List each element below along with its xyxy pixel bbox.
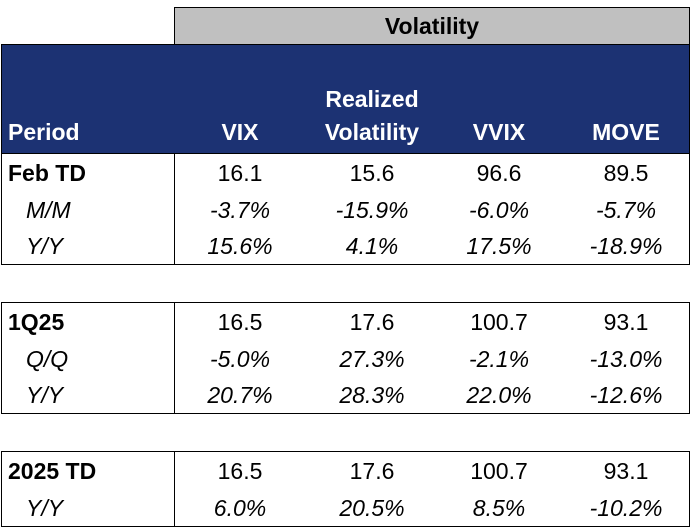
row-label: Y/Y [26,233,64,259]
cell-vvix: -2.1% [468,346,530,372]
cell-vix: 16.1 [217,160,263,186]
cell-vix: 16.5 [217,458,263,484]
table-row: Y/Y 15.6% 4.1% 17.5% -18.9% [2,228,689,265]
header-vix: VIX [221,119,259,145]
cell-vix: 20.7% [207,382,273,408]
cell-vvix: 100.7 [470,458,528,484]
cell-move: -12.6% [589,382,663,408]
table-title: Volatility [174,7,690,45]
cell-realized: 27.3% [339,346,405,372]
table-header: Period VIX Realized Volatility VVIX MOVE [1,44,690,154]
table-row: M/M -3.7% -15.9% -6.0% -5.7% [2,192,689,229]
table-row: Q/Q -5.0% 27.3% -2.1% -13.0% [2,341,689,378]
cell-realized: 17.6 [349,309,395,335]
row-label: Y/Y [26,495,64,521]
column-divider [174,303,175,413]
table-row: 2025 TD 16.5 17.6 100.7 93.1 [2,453,689,490]
header-vvix: VVIX [472,119,526,145]
cell-vvix: 96.6 [476,160,522,186]
cell-move: -18.9% [589,233,663,259]
cell-vvix: 8.5% [472,495,526,521]
column-divider [174,154,175,264]
cell-realized: 15.6 [349,160,395,186]
row-label: Q/Q [26,346,69,372]
table-row: Y/Y 6.0% 20.5% 8.5% -10.2% [2,490,689,527]
cell-vix: 15.6% [207,233,273,259]
cell-vix: -3.7% [209,197,271,223]
cell-realized: -15.9% [335,197,409,223]
cell-vix: -5.0% [209,346,271,372]
section-feb-td: Feb TD 16.1 15.6 96.6 89.5 M/M -3.7% -15… [1,153,690,265]
cell-realized: 4.1% [345,233,399,259]
cell-vvix: 22.0% [466,382,532,408]
cell-move: 93.1 [603,309,649,335]
row-label: 2025 TD [8,458,97,484]
cell-vvix: 17.5% [466,233,532,259]
cell-move: 93.1 [603,458,649,484]
table-row: 1Q25 16.5 17.6 100.7 93.1 [2,304,689,341]
cell-vvix: -6.0% [468,197,530,223]
cell-vvix: 100.7 [470,309,528,335]
cell-realized: 20.5% [339,495,405,521]
table-row: Y/Y 20.7% 28.3% 22.0% -12.6% [2,377,689,414]
section-2025-td: 2025 TD 16.5 17.6 100.7 93.1 Y/Y 6.0% 20… [1,451,690,527]
cell-move: -5.7% [595,197,657,223]
cell-realized: 28.3% [339,382,405,408]
row-label: 1Q25 [8,309,65,335]
table-row: Feb TD 16.1 15.6 96.6 89.5 [2,155,689,192]
header-period: Period [8,119,80,145]
row-label: Feb TD [8,160,86,186]
section-1q25: 1Q25 16.5 17.6 100.7 93.1 Q/Q -5.0% 27.3… [1,302,690,414]
cell-realized: 17.6 [349,458,395,484]
cell-vix: 16.5 [217,309,263,335]
cell-vix: 6.0% [213,495,267,521]
header-realized-line1: Realized [325,86,419,112]
cell-move: -10.2% [589,495,663,521]
header-realized-line2: Volatility [324,119,420,145]
row-label: Y/Y [26,382,64,408]
cell-move: -13.0% [589,346,663,372]
cell-move: 89.5 [603,160,649,186]
header-move: MOVE [592,119,660,145]
column-divider [174,452,175,526]
row-label: M/M [26,197,71,223]
